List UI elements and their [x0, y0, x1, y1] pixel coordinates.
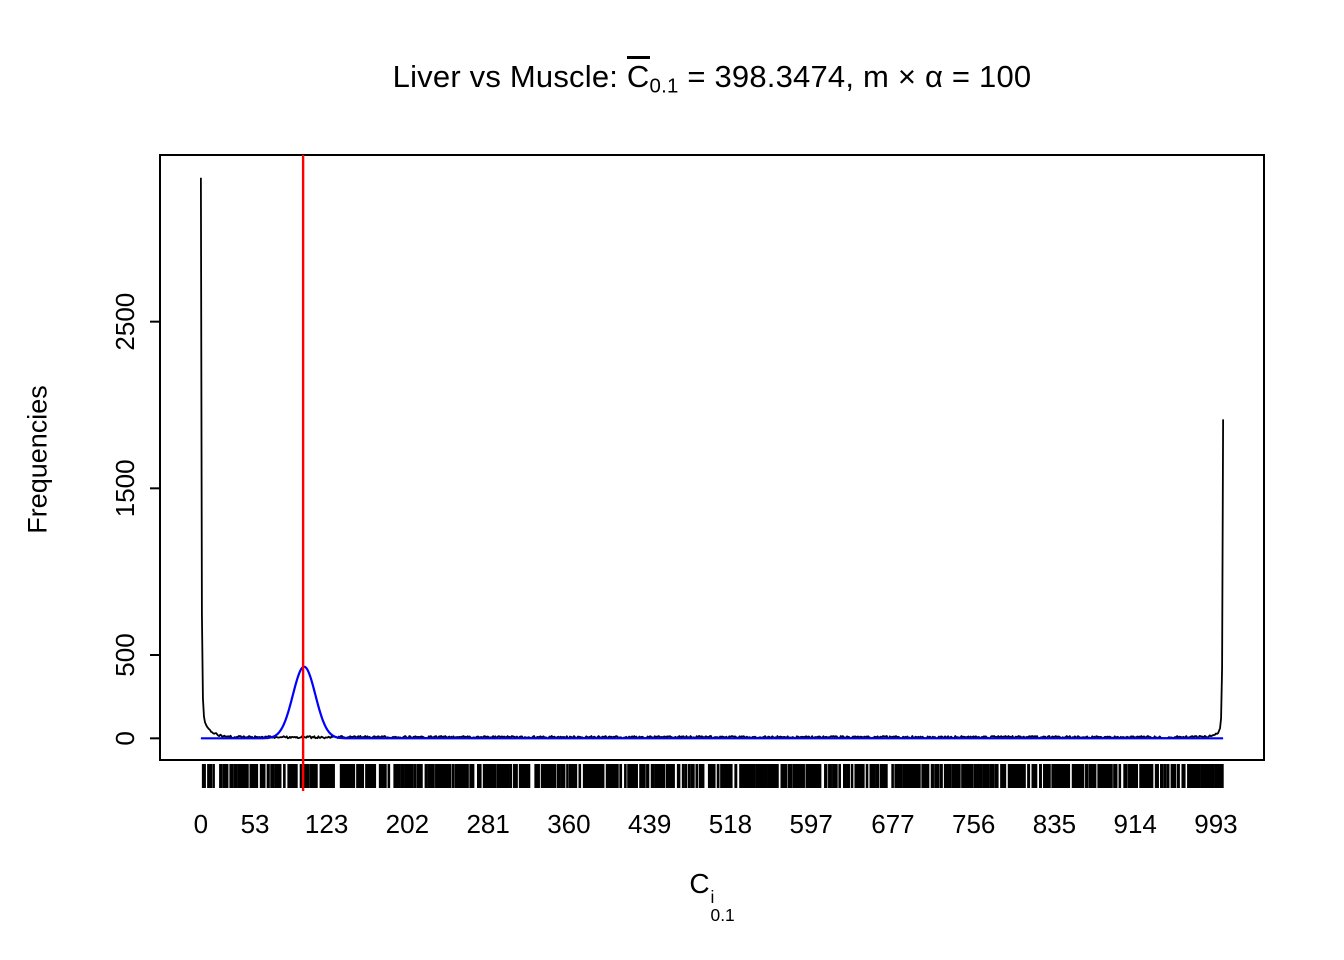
x-tick-label: 360 — [547, 809, 590, 839]
title-equals-2: = — [943, 59, 980, 94]
x-tick-label: 835 — [1033, 809, 1076, 839]
title-equals: = — [678, 59, 715, 94]
title-m-value: 100 — [979, 59, 1032, 94]
frequencies-histogram-line — [199, 177, 1225, 740]
x-axis-label-superscript: i — [710, 886, 715, 907]
x-axis-label-base: C — [689, 868, 710, 899]
x-axis-label-subscript: 0.1 — [710, 904, 735, 925]
title-cbar: C — [626, 56, 650, 92]
normal-density-curve — [200, 665, 1224, 740]
x-axis-label-scripts: i 0.1 — [710, 886, 735, 925]
x-tick-label: 914 — [1114, 809, 1157, 839]
x-tick-label: 677 — [871, 809, 914, 839]
x-tick-label: 518 — [709, 809, 752, 839]
plot-border — [159, 154, 1265, 761]
x-tick-label: 756 — [952, 809, 995, 839]
x-tick-label: 123 — [305, 809, 348, 839]
title-cbar-subscript: 0.1 — [649, 74, 679, 98]
title-separator: , — [845, 59, 863, 94]
x-tick-label: 281 — [466, 809, 509, 839]
y-tick-label: 0 — [110, 731, 140, 745]
x-tick-label: 993 — [1194, 809, 1237, 839]
x-tick-label: 0 — [194, 809, 208, 839]
x-tick-label: 202 — [386, 809, 429, 839]
y-tick-label: 500 — [110, 633, 140, 676]
title-m-expression: m × α — [863, 59, 944, 94]
y-tick-label: 2500 — [110, 293, 140, 351]
chart-title: Liver vs Muscle: C0.1 = 398.3474, m × α … — [160, 56, 1264, 99]
x-tick-label: 597 — [789, 809, 832, 839]
y-tick-label: 1500 — [110, 459, 140, 517]
x-tick-label: 53 — [241, 809, 270, 839]
y-axis-label: Frequencies — [22, 385, 53, 534]
title-value: 398.3474 — [714, 59, 846, 94]
x-tick-label: 439 — [628, 809, 671, 839]
title-prefix: Liver vs Muscle: — [392, 59, 627, 94]
